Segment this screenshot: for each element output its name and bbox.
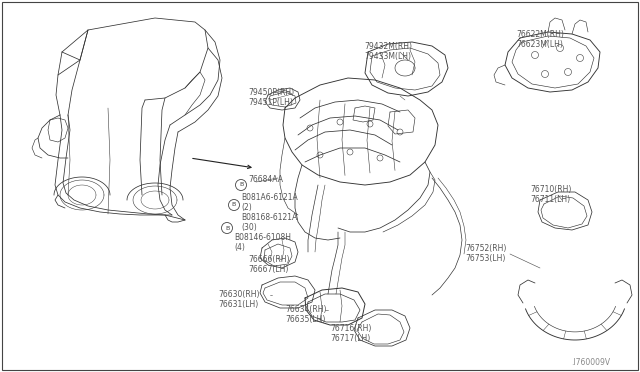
- Text: 79450P(RH)
79451P(LH): 79450P(RH) 79451P(LH): [248, 88, 294, 108]
- Text: B: B: [225, 225, 229, 231]
- Text: B08146-6108H
(4): B08146-6108H (4): [234, 233, 291, 252]
- Text: 76710(RH)
76711(LH): 76710(RH) 76711(LH): [530, 185, 572, 204]
- Text: 76666(RH)
76667(LH): 76666(RH) 76667(LH): [248, 255, 289, 275]
- Text: 76752(RH)
76753(LH): 76752(RH) 76753(LH): [465, 244, 506, 263]
- Text: 76634(RH)
76635(LH): 76634(RH) 76635(LH): [285, 305, 326, 324]
- Text: 76716(RH)
76717(LH): 76716(RH) 76717(LH): [330, 324, 371, 343]
- Text: B081A6-6121A
(2): B081A6-6121A (2): [241, 193, 298, 212]
- Text: 76630(RH)
76631(LH): 76630(RH) 76631(LH): [218, 290, 259, 310]
- Text: B: B: [232, 202, 236, 208]
- Text: 76684AA: 76684AA: [248, 175, 283, 184]
- Text: 76622M(RH)
76623M(LH): 76622M(RH) 76623M(LH): [516, 30, 564, 49]
- Text: B: B: [239, 183, 243, 187]
- Text: B08168-6121A
(30): B08168-6121A (30): [241, 213, 297, 232]
- Text: .I760009V: .I760009V: [571, 358, 610, 367]
- Text: 79432M(RH)
79433M(LH): 79432M(RH) 79433M(LH): [364, 42, 412, 61]
